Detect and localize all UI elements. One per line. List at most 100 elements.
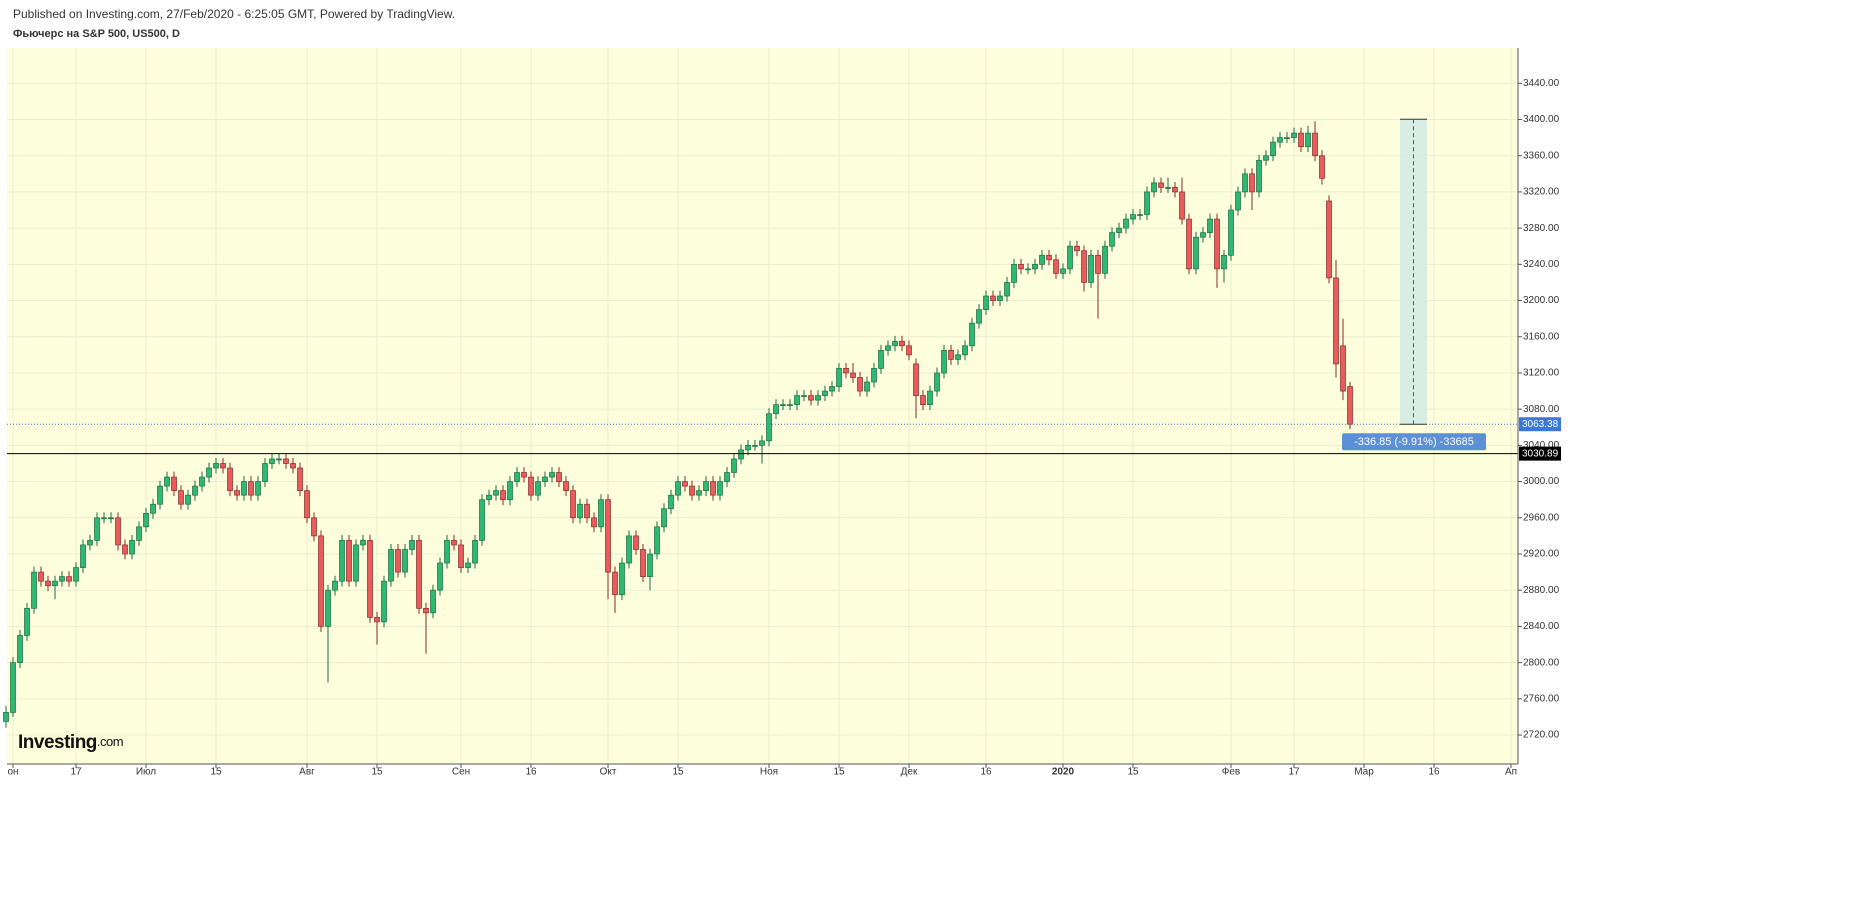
candle-body	[353, 544, 359, 582]
candle-body	[955, 354, 961, 360]
measure-label: -336.85 (-9.91%) -33685	[1354, 436, 1474, 448]
y-tick-label: 3440.00	[1523, 78, 1560, 89]
candle-body	[178, 490, 184, 505]
x-tick-label: Июл	[136, 767, 156, 778]
candle-body	[864, 381, 870, 392]
candle-body	[381, 580, 387, 623]
candle-body	[1263, 155, 1269, 161]
x-tick-label: Дек	[901, 767, 918, 778]
candle-body	[885, 345, 891, 351]
candle-body	[675, 481, 681, 496]
candle-body	[101, 517, 107, 520]
x-tick-label: Ноя	[760, 767, 778, 778]
candle-body	[892, 340, 898, 347]
x-tick-label: 2020	[1052, 767, 1075, 778]
candle-body	[941, 349, 947, 374]
candle-body	[983, 295, 989, 310]
candle-body	[465, 562, 471, 568]
hline-label-box	[1519, 446, 1561, 461]
candle-body	[1340, 345, 1346, 392]
x-tick-label: Авг	[299, 767, 315, 778]
logo-name: Investing	[18, 732, 97, 753]
candle-body	[192, 485, 198, 496]
y-tick-label: 3360.00	[1523, 150, 1560, 161]
candle-body	[717, 481, 723, 496]
candle-body	[451, 540, 457, 546]
x-tick-label: Ап	[1505, 767, 1517, 778]
candle-body	[1130, 214, 1136, 220]
candle-body	[458, 544, 464, 568]
candle-body	[437, 562, 443, 591]
candle-body	[1284, 137, 1290, 139]
logo-suffix: .com	[97, 734, 123, 749]
measure-label-box	[1342, 433, 1486, 451]
y-tick-label: 2840.00	[1523, 621, 1560, 632]
candle-body	[1214, 218, 1220, 270]
candle-body	[780, 404, 786, 406]
candle-body	[1249, 173, 1255, 193]
candle-body	[1277, 137, 1283, 143]
candle-body	[1165, 187, 1171, 189]
candle-body	[948, 349, 954, 360]
y-tick-label: 3320.00	[1523, 187, 1560, 198]
candle-body	[773, 404, 779, 415]
candle-body	[878, 349, 884, 369]
candle-body	[1193, 236, 1199, 270]
marks: -336.85 (-9.91%) -33685	[3, 118, 1518, 728]
candle-body	[416, 540, 422, 609]
candle-body	[66, 576, 72, 582]
y-tick-label: 2720.00	[1523, 730, 1560, 741]
candle-body	[395, 549, 401, 573]
candle-body	[1326, 200, 1332, 279]
candle-body	[514, 472, 520, 482]
candle-body	[94, 517, 100, 541]
candle-body	[1144, 191, 1150, 215]
candle-body	[1123, 218, 1129, 229]
candle-body	[997, 295, 1003, 301]
candle-body	[17, 635, 23, 663]
x-tick-label: 15	[1127, 767, 1139, 778]
candle-body	[318, 535, 324, 627]
candle-body	[52, 580, 58, 587]
candle-body	[934, 372, 940, 392]
y-tick-label: 3080.00	[1523, 404, 1560, 415]
y-tick-label: 3400.00	[1523, 114, 1560, 125]
x-tick-label: Мар	[1354, 767, 1374, 778]
candle-body	[3, 712, 9, 722]
candle-body	[1298, 132, 1304, 148]
candle-body	[752, 445, 758, 447]
candle-body	[612, 571, 618, 596]
candle-body	[290, 463, 296, 469]
chart-title: Фьючерс на S&P 500, US500, D	[13, 28, 180, 40]
candle-body	[220, 463, 226, 469]
candle-body	[542, 476, 548, 482]
candle-body	[206, 467, 212, 478]
candle-body	[1074, 245, 1080, 252]
candle-body	[311, 517, 317, 537]
candle-body	[731, 458, 737, 473]
candle-body	[157, 485, 163, 505]
candle-body	[1151, 182, 1157, 193]
candle-body	[59, 576, 65, 582]
candle-body	[640, 549, 646, 577]
candle-body	[927, 390, 933, 405]
candle-body	[570, 490, 576, 519]
candle-body	[808, 395, 814, 401]
plot-area	[7, 48, 1518, 764]
candle-body	[402, 549, 408, 573]
candle-body	[430, 589, 436, 614]
candle-body	[360, 540, 366, 546]
candle-body	[339, 540, 345, 582]
x-tick-label: 17	[70, 767, 82, 778]
candle-body	[563, 481, 569, 491]
candle-body	[696, 490, 702, 496]
y-tick-label: 3000.00	[1523, 476, 1560, 487]
candle-body	[822, 390, 828, 396]
candle-body	[766, 413, 772, 442]
candle-body	[1228, 209, 1234, 256]
candle-body	[500, 490, 506, 501]
last-price-label: 3063.38	[1522, 419, 1559, 430]
candle-body	[899, 340, 905, 347]
candle-body	[794, 395, 800, 405]
candle-body	[549, 472, 555, 478]
